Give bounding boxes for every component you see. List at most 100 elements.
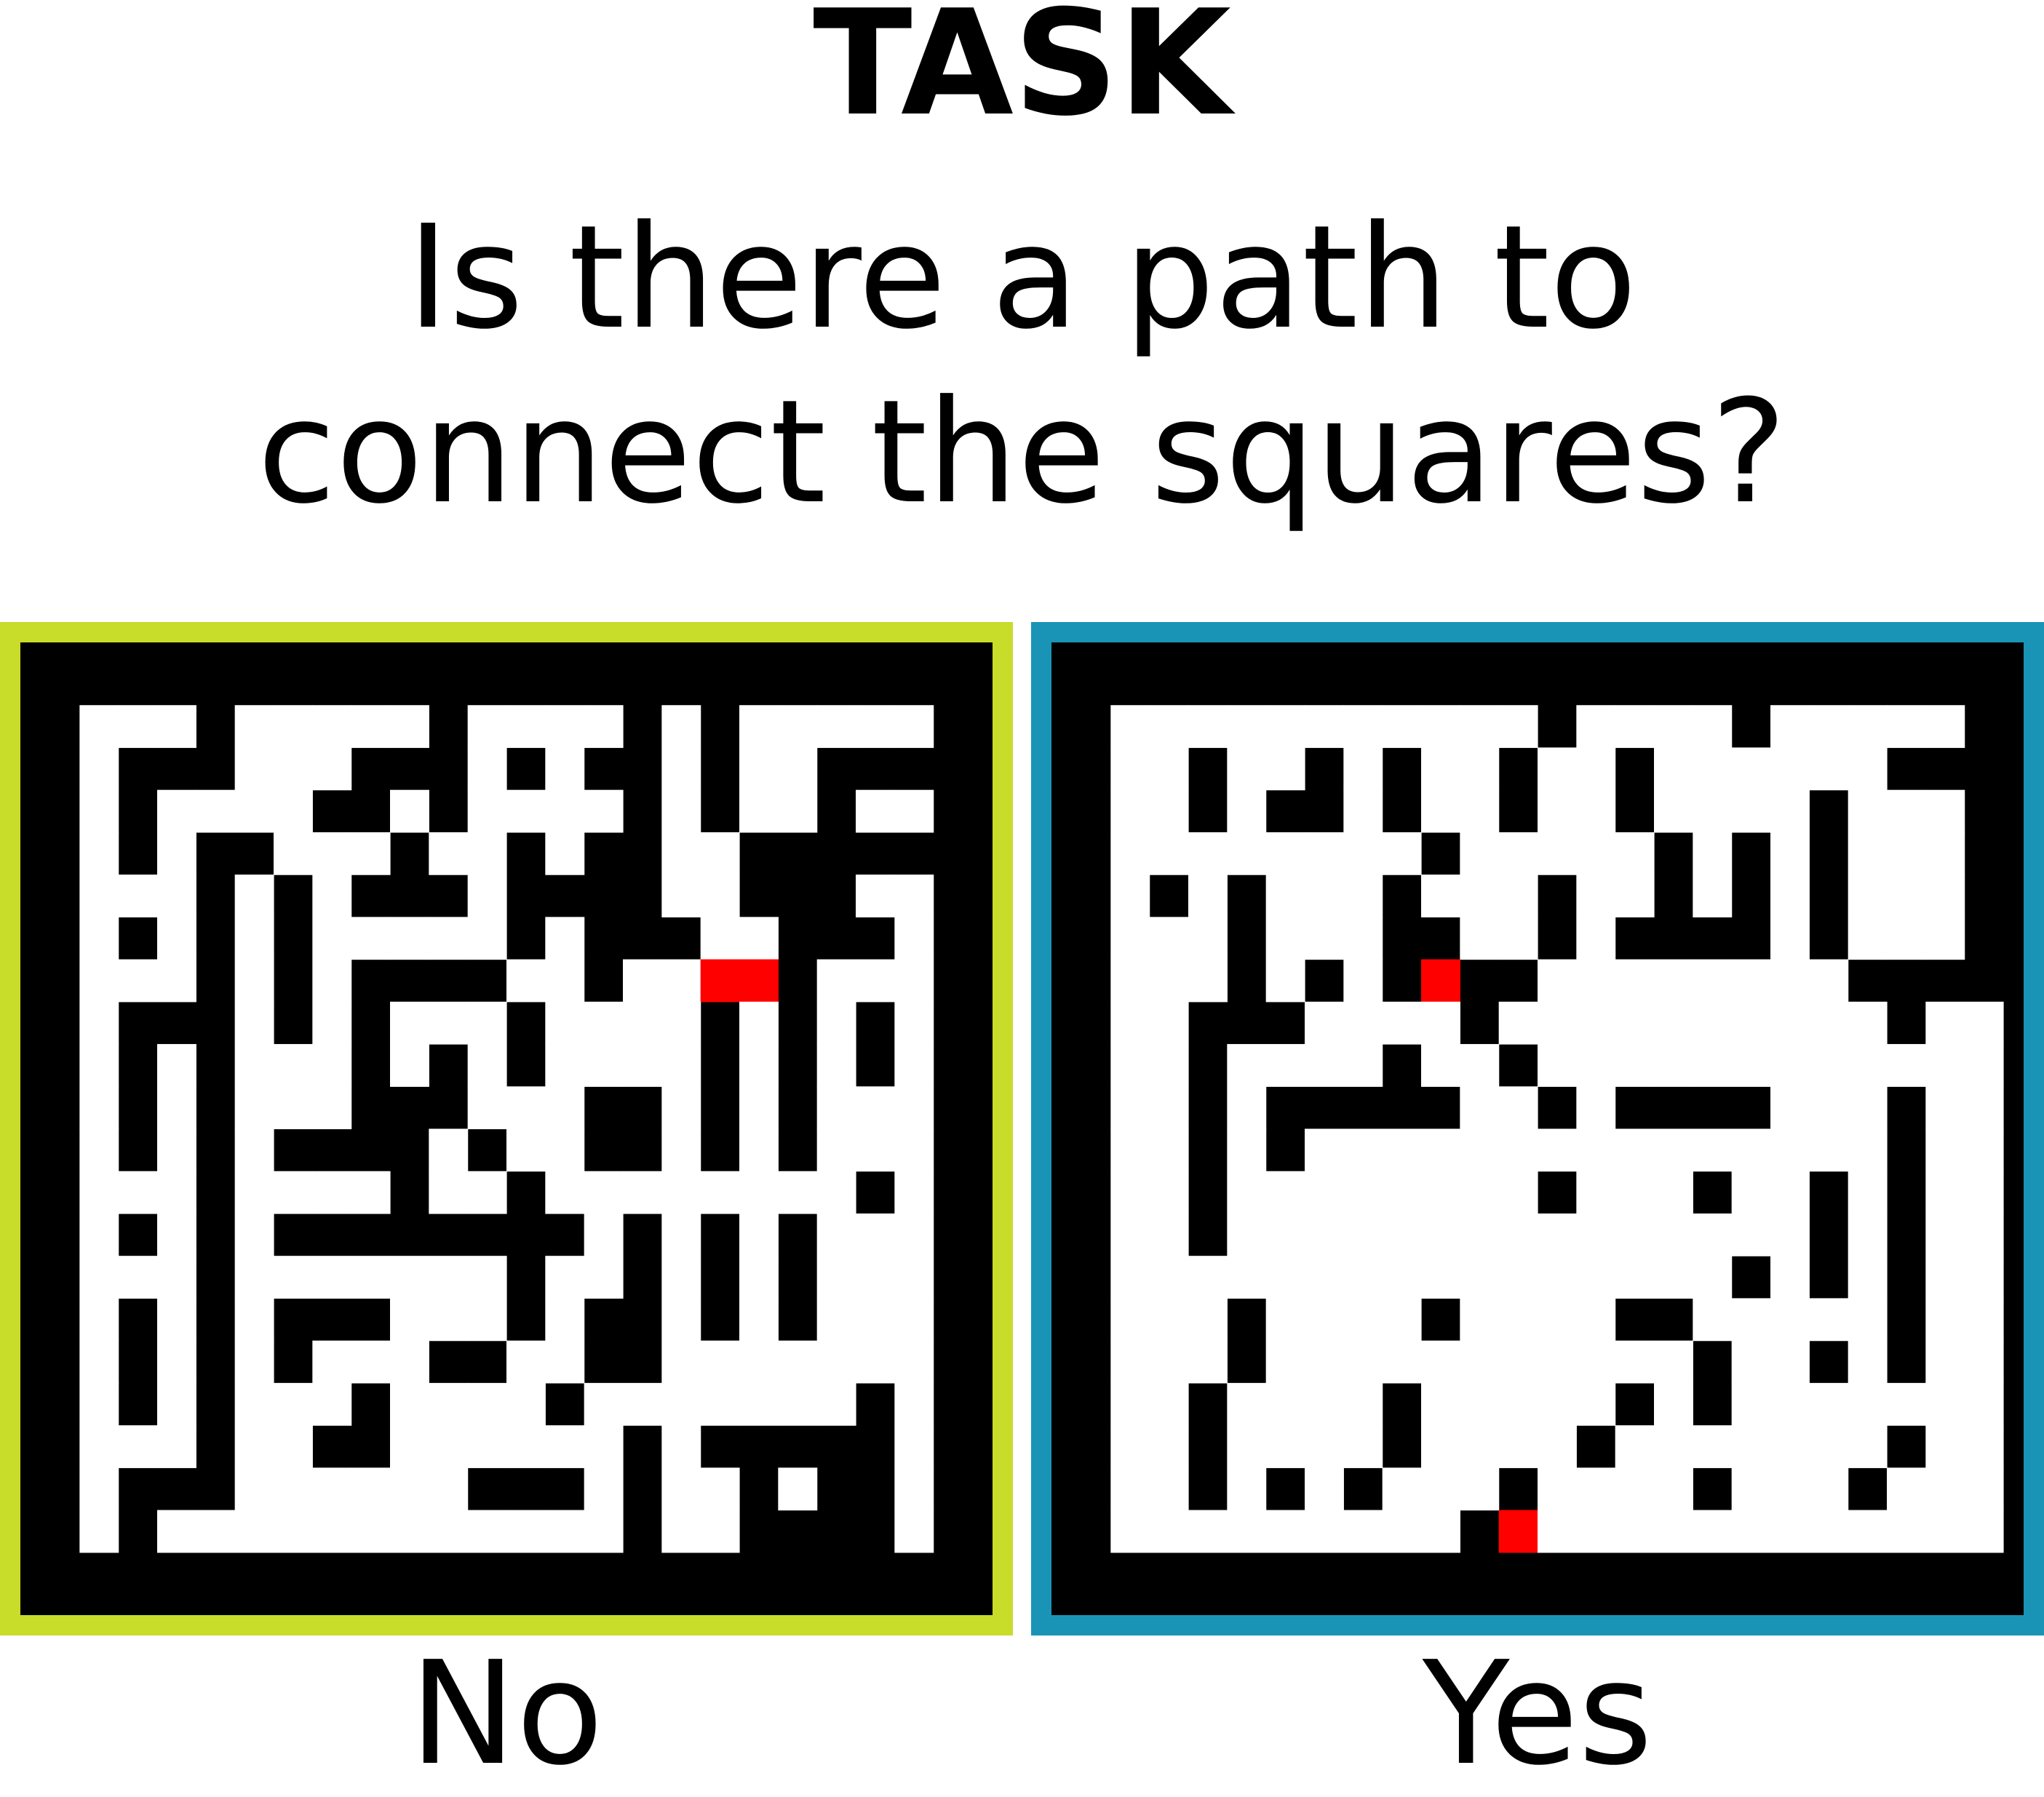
maze-path-cell (1809, 1044, 1849, 1087)
maze-path-cell (584, 1467, 624, 1511)
maze-path-cell (1576, 959, 1616, 1003)
maze-path-cell (1693, 1510, 1733, 1553)
maze-path-cell (739, 1128, 779, 1172)
maze-path-cell (1498, 1340, 1538, 1384)
maze-path-cell (894, 1086, 934, 1130)
maze-path-cell (894, 789, 934, 833)
maze-path-cell (1576, 1128, 1616, 1172)
maze-path-cell (467, 705, 507, 749)
maze-path-cell (1770, 705, 1810, 749)
maze-path-cell (79, 1086, 119, 1130)
maze-path-cell (816, 1340, 856, 1384)
maze-path-cell (1887, 874, 1926, 917)
maze-path-cell (778, 1171, 818, 1214)
maze-path-cell (1538, 747, 1577, 791)
maze-path-cell (1305, 1382, 1344, 1426)
maze-path-cell (506, 789, 546, 833)
maze-path-cell (79, 1256, 119, 1299)
maze-path-cell (1343, 959, 1383, 1003)
maze-path-cell (1654, 1128, 1693, 1172)
maze-path-cell (739, 789, 779, 833)
maze-path-cell (1305, 917, 1344, 960)
maze-path-cell (1848, 1510, 1888, 1553)
maze-path-cell (1770, 1510, 1810, 1553)
maze-path-cell (1343, 1425, 1383, 1468)
maze-path-cell (700, 832, 740, 875)
maze-path-cell (429, 1425, 469, 1468)
maze-path-cell (1343, 1510, 1383, 1553)
maze-path-cell (1925, 1171, 1965, 1214)
maze-path-cell (700, 1467, 740, 1511)
maze-path-cell (1576, 1044, 1616, 1087)
maze-path-cell (1925, 1467, 1965, 1511)
maze-path-cell (1770, 1340, 1810, 1384)
maze-path-cell (1576, 705, 1616, 749)
maze-path-cell (312, 1044, 352, 1087)
maze-path-cell (1887, 917, 1926, 960)
maze-path-cell (1343, 1044, 1383, 1087)
maze-path-cell (1693, 1044, 1733, 1087)
maze-path-cell (1305, 832, 1344, 875)
maze-path-cell (157, 832, 196, 875)
maze-path-cell (1693, 789, 1733, 833)
maze-path-cell (700, 1171, 740, 1214)
maze-path-cell (79, 747, 119, 791)
maze-path-cell (351, 1256, 391, 1299)
maze-path-cell (1227, 1425, 1267, 1468)
maze-path-cell (429, 1001, 469, 1045)
maze-path-cell (1538, 1044, 1577, 1087)
maze-path-cell (894, 1382, 934, 1426)
maze-path-cell (894, 1044, 934, 1087)
maze-path-cell (1343, 1340, 1383, 1384)
maze-path-cell (739, 747, 779, 791)
maze-path-cell (1110, 1044, 1150, 1087)
maze-path-cell (1770, 1128, 1810, 1172)
maze-path-cell (1615, 1256, 1655, 1299)
maze-path-cell (856, 1213, 895, 1256)
maze-path-cell (506, 1340, 546, 1384)
maze-path-cell (1498, 1382, 1538, 1426)
maze-path-cell (1925, 874, 1965, 917)
maze-path-cell (1809, 1298, 1849, 1342)
maze-path-cell (1110, 1213, 1150, 1256)
maze-path-cell (467, 1382, 507, 1426)
maze-path-cell (1848, 789, 1888, 833)
maze-path-cell (1110, 705, 1150, 749)
maze-path-cell (894, 1510, 934, 1553)
maze-path-cell (1149, 1213, 1189, 1256)
maze-path-cell (1460, 1213, 1500, 1256)
maze-path-cell (545, 789, 585, 833)
maze-path-cell (739, 1044, 779, 1087)
maze-path-cell (661, 747, 701, 791)
maze-path-cell (1925, 832, 1965, 875)
maze-path-cell (856, 1298, 895, 1342)
maze-path-cell (1654, 747, 1693, 791)
maze-path-cell (1149, 1256, 1189, 1299)
maze-path-cell (1149, 1298, 1189, 1342)
maze-path-cell (157, 1510, 196, 1553)
maze-path-cell (1809, 1128, 1849, 1172)
maze-path-cell (661, 1001, 701, 1045)
maze-path-cell (312, 1382, 352, 1426)
maze-path-cell (1305, 1044, 1344, 1087)
maze-path-cell (79, 1298, 119, 1342)
maze-path-cell (1421, 1340, 1460, 1384)
maze-path-cell (1265, 959, 1305, 1003)
maze-path-cell (1149, 1044, 1189, 1087)
maze-path-cell (1848, 705, 1888, 749)
maze-path-cell (1654, 1467, 1693, 1511)
maze-path-cell (1265, 917, 1305, 960)
maze-path-cell (79, 1382, 119, 1426)
maze-path-cell (1848, 1298, 1888, 1342)
maze-path-cell (1421, 1425, 1460, 1468)
maze-path-cell (1576, 1340, 1616, 1384)
maze-path-cell (506, 1382, 546, 1426)
maze-path-cell (157, 917, 196, 960)
maze-path-cell (778, 1382, 818, 1426)
maze-path-cell (1305, 1256, 1344, 1299)
maze-path-cell (274, 747, 313, 791)
maze-path-cell (1498, 917, 1538, 960)
maze-path-cell (1382, 1510, 1422, 1553)
maze-path-cell (1615, 1213, 1655, 1256)
maze-path-cell (584, 1171, 624, 1214)
